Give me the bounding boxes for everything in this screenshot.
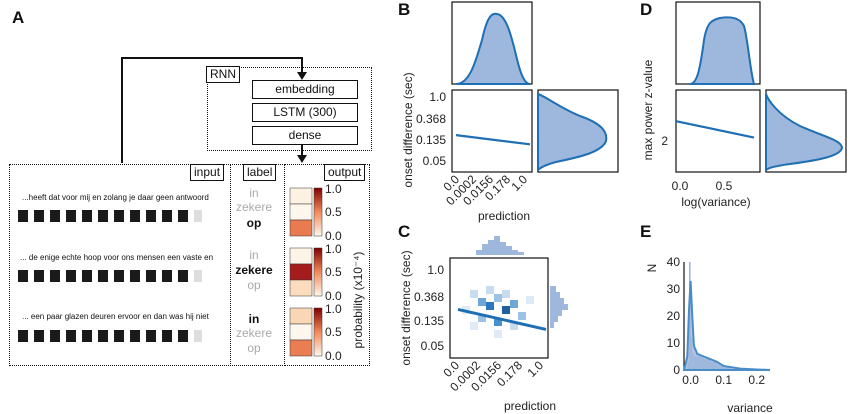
x-tick-label: 0.1: [715, 373, 732, 387]
regression-line: [457, 307, 547, 331]
label-word: zekere: [235, 200, 273, 214]
y-tick-label: 2: [661, 134, 668, 148]
chart-b: onset difference (sec) 1.0 0.368 0.135 0…: [401, 1, 619, 223]
label-word-selected: op: [246, 216, 262, 230]
token-blocks: [18, 330, 202, 342]
colorbar-title: probability (x10⁻⁴): [351, 252, 365, 349]
output-cell: [289, 339, 313, 357]
panel-label-d: D: [640, 0, 653, 19]
y-axis-label: onset difference (sec): [401, 72, 415, 187]
output-tag: output: [324, 164, 366, 181]
y-axis-label: N: [645, 264, 659, 273]
panel-label-c: C: [398, 222, 411, 241]
y-tick-label: 0.368: [416, 112, 446, 126]
colorbar-tick: 0.0: [325, 289, 342, 303]
y-tick-label: 40: [667, 255, 681, 269]
colorbar: [313, 307, 323, 357]
output-cell: [289, 279, 313, 297]
colorbar-tick: 0.0: [325, 349, 342, 363]
x-axis-label: prediction: [504, 399, 556, 413]
marginal-y-histogram: [550, 286, 568, 328]
label-word: op: [247, 341, 261, 355]
y-tick-label: 0.135: [416, 133, 446, 147]
chart-c: onset difference (sec) 1.0 0.368 0.135 0…: [399, 236, 568, 413]
marginal-x-density: [689, 16, 756, 85]
y-tick-label: 1.0: [427, 263, 444, 277]
marginal-x-histogram: [476, 236, 524, 255]
label-word-selected: zekere: [235, 263, 273, 277]
colorbar-tick: 0.5: [325, 325, 342, 339]
layer-dense: dense: [252, 126, 358, 145]
label-word: zekere: [235, 326, 273, 340]
chart-e: 0 10 20 30 40 0.0 0.1 0.2 N variance: [645, 255, 773, 414]
y-tick-label: 0.368: [414, 290, 444, 304]
scatter-frame: [675, 89, 761, 173]
panel-label-e: E: [640, 222, 652, 241]
label-tag: label: [243, 164, 277, 181]
panel-label-b: B: [398, 0, 411, 19]
x-axis-label: variance: [727, 401, 773, 414]
heatmap-frame: [449, 257, 549, 359]
label-word: in: [249, 248, 259, 262]
colorbar-tick: 0.0: [325, 229, 342, 243]
marginal-y-density: [537, 92, 608, 173]
marginal-y-density: [765, 93, 844, 173]
y-axis-label: max power z-value: [641, 59, 655, 160]
regression-line: [675, 120, 755, 139]
input-tag: input: [190, 164, 225, 181]
arrowhead-bottom: [297, 155, 307, 163]
x-tick-label: 0.0: [672, 179, 689, 193]
y-tick-label: 1.0: [429, 90, 446, 104]
colorbar-tick: 0.5: [325, 265, 342, 279]
input-sentence: ... de enige echte hoop voor ons mensen …: [20, 253, 214, 262]
label-word: op: [247, 278, 261, 292]
layer-lstm: LSTM (300): [252, 103, 358, 122]
colorbar-tick: 1.0: [325, 302, 342, 316]
token-blocks: [18, 210, 202, 222]
input-sentence: ... een paar glazen deuren ervoor en dan…: [22, 312, 209, 321]
x-tick-label: 1.0: [508, 172, 530, 194]
scatter-frame: [451, 89, 533, 173]
token-blocks: [18, 270, 202, 282]
x-axis-label: prediction: [478, 209, 530, 223]
y-axis-label: onset difference (sec): [399, 250, 413, 365]
colorbar-tick: 1.0: [325, 182, 342, 196]
output-cell: [289, 219, 313, 237]
arrowhead-top: [297, 72, 307, 80]
label-word: in: [249, 186, 259, 200]
chart-d: max power z-value 2 0.0 0.5 log(variance…: [641, 1, 847, 209]
density-curve: [682, 280, 771, 371]
marginal-x-density: [455, 12, 531, 85]
y-tick-label: 10: [667, 336, 681, 350]
input-sentence: ...heeft dat voor mij en zolang je daar …: [22, 193, 209, 202]
x-tick-label: 0.5: [716, 179, 733, 193]
y-tick-label: 0.05: [421, 339, 445, 353]
y-tick-label: 0.05: [423, 154, 447, 168]
panel-label-a: A: [12, 8, 25, 27]
x-tick-label: 1.0: [524, 358, 546, 380]
colorbar: [313, 187, 323, 237]
y-tick-label: 20: [667, 309, 681, 323]
x-tick-label: 0.2: [748, 373, 765, 387]
layer-embedding: embedding: [252, 80, 358, 99]
x-tick-label: 0.0: [682, 373, 699, 387]
colorbar-tick: 1.0: [325, 242, 342, 256]
y-tick-label: 0: [673, 363, 680, 377]
rnn-label: RNN: [206, 66, 240, 83]
y-tick-label: 30: [667, 282, 681, 296]
label-word-selected: in: [248, 312, 260, 326]
colorbar-tick: 0.5: [325, 205, 342, 219]
colorbar: [313, 247, 323, 297]
rnn-frame: [207, 67, 372, 151]
regression-line: [455, 134, 531, 146]
y-tick-label: 0.135: [414, 314, 444, 328]
x-axis-label: log(variance): [681, 195, 750, 209]
